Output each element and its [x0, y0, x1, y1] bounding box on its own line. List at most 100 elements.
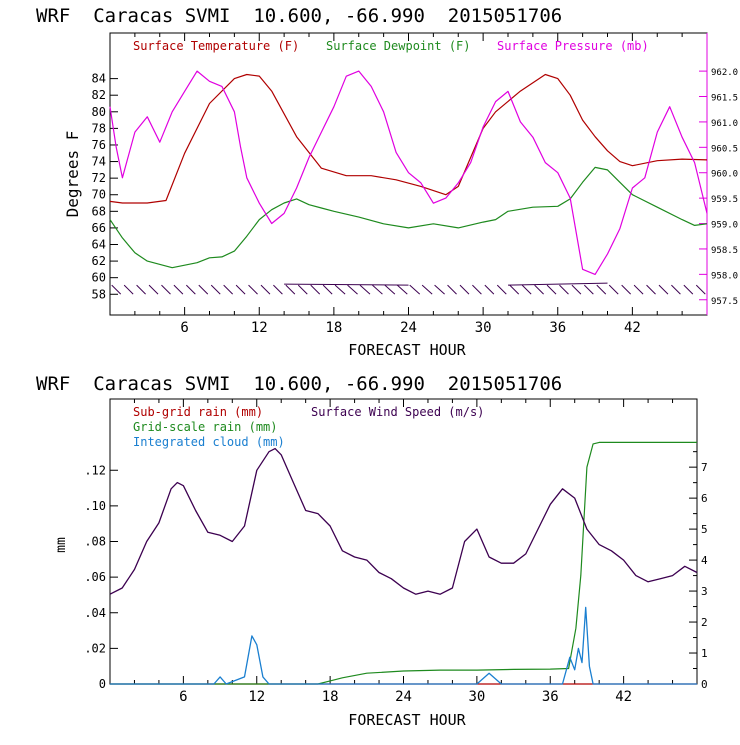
bottom-xtick-label: 36 [542, 689, 559, 705]
wind-barb [111, 284, 122, 295]
wind-barb [596, 284, 607, 295]
wind-barb [285, 284, 296, 295]
bottom-yaxis-label: mm [54, 537, 69, 553]
bottom-chart-title: WRF Caracas SVMI 10.600, -66.990 2015051… [36, 373, 562, 395]
top-ytick-label: 64 [92, 238, 106, 252]
bottom-y2tick-label: 3 [701, 585, 708, 598]
wind-barb [248, 284, 258, 295]
wind-barb [546, 284, 557, 295]
wind-barb [185, 284, 196, 295]
wind-barb [322, 284, 333, 295]
wind-barb [583, 284, 594, 295]
bottom-xtick-label: 30 [468, 689, 485, 705]
top-ytick-label: 58 [92, 287, 106, 301]
wind-barb [472, 284, 482, 295]
legend-pressure: Surface Pressure (mb) [497, 39, 649, 53]
temperature-line [109, 73, 708, 204]
top-y2tick-label: 961.0 [711, 119, 738, 129]
wind-barb [198, 284, 209, 295]
wind-barb [260, 284, 271, 295]
wind-barb [434, 284, 445, 295]
top-yaxis-label: Degrees F [63, 131, 82, 218]
wind-barb [447, 284, 457, 295]
wind-barb [571, 284, 582, 295]
bottom-xtick-label: 24 [395, 689, 412, 705]
top-y2tick-label: 959.0 [711, 221, 738, 231]
wind-barb [633, 284, 644, 295]
wind-barb-shaft [507, 282, 608, 286]
wind-barb [235, 284, 246, 295]
bottom-ytick-label: .02 [84, 641, 106, 655]
top-xaxis-label: FORECAST HOUR [348, 341, 466, 359]
wind-barb [223, 284, 234, 295]
wind-barb [136, 284, 146, 295]
legend-integrated-cloud: Integrated cloud (mm) [133, 435, 285, 449]
top-ytick-label: 72 [92, 171, 106, 185]
top-y2tick-label: 961.5 [711, 94, 738, 104]
bottom-xaxis-label: FORECAST HOUR [348, 711, 466, 729]
top-y2tick-label: 960.0 [711, 170, 738, 180]
wind-barb [459, 284, 470, 295]
wind-barb [297, 284, 308, 295]
bottom-y2tick-label: 1 [701, 647, 708, 660]
wind-barb [334, 284, 346, 295]
bottom-ytick-label: 0 [99, 677, 106, 691]
wind-barb [310, 284, 321, 295]
dewpoint-line [109, 166, 708, 269]
legend-subgrid-rain: Sub-grid rain (mm) [133, 405, 263, 419]
top-y2tick-label: 960.5 [711, 144, 738, 154]
wind-barb [559, 284, 569, 295]
top-ytick-label: 84 [92, 72, 106, 86]
wind-barb [621, 284, 632, 295]
bottom-xtick-label: 42 [615, 689, 632, 705]
bottom-y2tick-label: 0 [701, 678, 708, 691]
top-ytick-label: 66 [92, 221, 106, 235]
wind-barb [161, 284, 171, 295]
bottom-ytick-label: .04 [84, 606, 106, 620]
top-ytick-label: 74 [92, 155, 106, 169]
wind-barb [658, 284, 669, 295]
wind-barb [372, 284, 383, 295]
wind-barb [509, 284, 520, 295]
bottom-y2tick-label: 2 [701, 616, 708, 629]
top-ytick-label: 68 [92, 204, 106, 218]
wind-barb [496, 284, 507, 295]
top-xtick-label: 36 [549, 320, 566, 336]
wind-barb [347, 284, 358, 295]
top-xtick-label: 42 [624, 320, 641, 336]
wind-barb [273, 284, 283, 295]
bottom-ytick-label: .06 [84, 570, 106, 584]
bottom-ytick-label: .12 [84, 463, 106, 477]
bottom-ytick-label: .08 [84, 535, 106, 549]
bottom-xtick-label: 12 [248, 689, 265, 705]
bottom-y2tick-label: 7 [701, 461, 708, 474]
bottom-y2tick-label: 5 [701, 523, 708, 536]
wind-barb [421, 284, 433, 295]
legend-gridscale-rain: Grid-scale rain (mm) [133, 420, 278, 434]
bottom-ytick-label: .10 [84, 499, 106, 513]
wind-barb [671, 284, 681, 295]
top-ytick-label: 82 [92, 88, 106, 102]
wind-barb [123, 284, 134, 295]
top-y2tick-label: 962.0 [711, 68, 738, 78]
integrated-cloud-line [110, 606, 697, 685]
top-ytick-label: 60 [92, 271, 106, 285]
wind-barb [409, 284, 421, 295]
top-xtick-label: 18 [325, 320, 342, 336]
wind-barb [384, 284, 396, 295]
top-y2tick-label: 958.5 [711, 246, 738, 256]
top-xtick-label: 6 [180, 320, 188, 336]
wind-barb [695, 284, 706, 295]
wind-speed-line [109, 447, 698, 595]
pressure-line [109, 70, 708, 275]
top-plot-frame [109, 32, 708, 316]
top-ytick-label: 80 [92, 105, 106, 119]
gridscale-rain-line [110, 441, 697, 685]
top-y2tick-label: 957.5 [711, 297, 738, 307]
top-ytick-label: 70 [92, 188, 106, 202]
wind-barb-shaft [284, 283, 409, 286]
wind-barb [683, 284, 694, 295]
wind-barb [534, 284, 544, 295]
legend-temperature: Surface Temperature (F) [133, 39, 299, 53]
